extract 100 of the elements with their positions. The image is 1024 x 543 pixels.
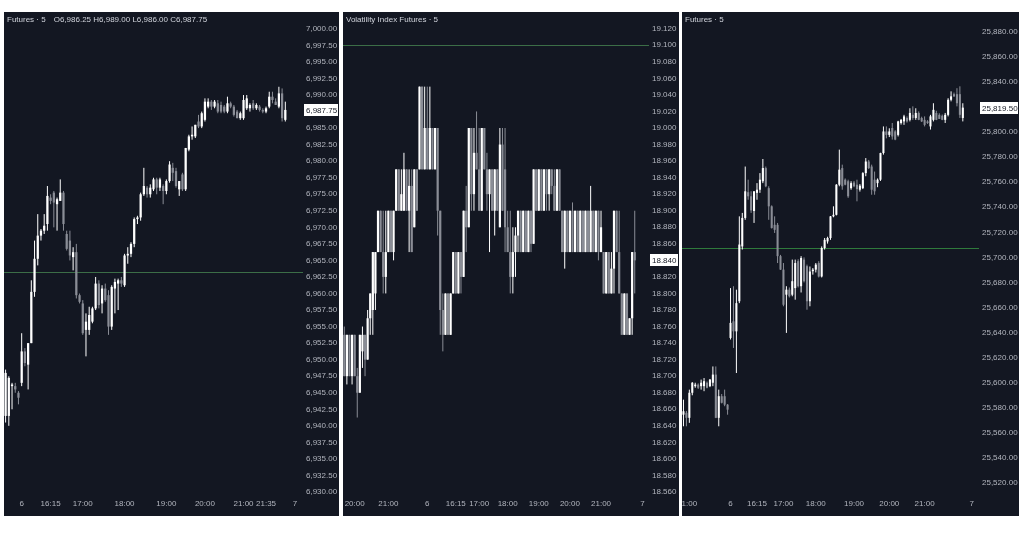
y-tick-label: 18.820 — [652, 272, 678, 282]
candlestick — [475, 110, 478, 170]
y-tick-label: 19.060 — [652, 73, 678, 83]
candlestick — [958, 85, 961, 119]
y-tick-label: 6,997.50 — [306, 40, 338, 50]
x-tick-label: 6 — [425, 499, 431, 508]
y-tick-label: 6,955.00 — [306, 321, 338, 331]
x-tick-label: 6 — [728, 499, 734, 508]
y-tick-label: 18.560 — [652, 487, 678, 497]
y-tick-label: 18.780 — [652, 305, 678, 315]
y-tick-label: 6,935.00 — [306, 454, 338, 464]
y-tick-label: 18.680 — [652, 387, 678, 397]
x-tick-label: 17:00 — [72, 499, 94, 508]
x-tick-label: 21:00 — [233, 499, 255, 508]
x-tick-label: 20:00 — [194, 499, 216, 508]
annotation: 6,987.75 — [306, 105, 338, 115]
x-tick-label: 19:00 — [528, 499, 550, 508]
y-tick-label: 6,965.00 — [306, 255, 338, 265]
y-tick-label: 6,945.00 — [306, 387, 338, 397]
x-tick-label: 7 — [969, 499, 975, 508]
y-tick-label: 18.860 — [652, 239, 678, 249]
y-tick-label: 18.960 — [652, 156, 678, 166]
x-tick-label: 19:00 — [156, 499, 177, 508]
candlestick — [72, 246, 75, 271]
y-tick-label: 6,942.50 — [306, 404, 338, 414]
y-tick-label: 18.580 — [652, 470, 678, 480]
x-tick-label: 21:00 — [914, 499, 936, 508]
y-tick-label: 25,720.00 — [982, 227, 1019, 237]
y-tick-label: 6,950.00 — [306, 354, 338, 364]
y-tick-label: 18.660 — [652, 404, 678, 414]
y-tick-label: 25,840.00 — [982, 77, 1019, 87]
candlestick — [847, 179, 850, 199]
y-tick-label: 25,660.00 — [982, 302, 1019, 312]
y-tick-label: 6,982.50 — [306, 139, 338, 149]
x-tick-label: 17:00 — [469, 499, 490, 508]
y-tick-label: 25,600.00 — [982, 377, 1019, 387]
y-tick-label: 6,957.50 — [306, 305, 338, 315]
y-tick-label: 18.880 — [652, 222, 678, 232]
y-tick-label: 18.940 — [652, 172, 678, 182]
y-tick-label: 6,992.50 — [306, 73, 338, 83]
y-tick-label: 7,000.00 — [306, 24, 338, 34]
candlestick — [162, 183, 165, 205]
candlestick — [284, 101, 287, 122]
candlestick — [791, 259, 794, 297]
candlestick — [26, 342, 30, 390]
y-tick-label: 19.040 — [652, 90, 678, 100]
y-tick-label: 18.640 — [652, 421, 678, 431]
x-tick-label: 17:00 — [773, 499, 795, 508]
y-tick-label: 18.900 — [652, 205, 678, 215]
x-tick-label: 21:00 — [378, 499, 399, 508]
y-tick-label: 19.120 — [652, 23, 678, 33]
y-tick-label: 25,880.00 — [982, 27, 1019, 36]
y-tick-label: 6,960.00 — [306, 288, 338, 298]
y-tick-label: 19.020 — [652, 106, 678, 116]
candlestick — [729, 287, 732, 340]
y-tick-label: 6,940.00 — [306, 421, 338, 431]
y-tick-label: 25,680.00 — [982, 277, 1019, 287]
y-tick-label: 25,520.00 — [982, 478, 1019, 488]
y-tick-label: 6,930.00 — [306, 487, 338, 497]
x-tick-label: 20:00 — [879, 499, 900, 508]
y-tick-label: 19.080 — [652, 57, 678, 67]
candlestick — [181, 172, 184, 192]
y-tick-label: 25,700.00 — [982, 252, 1019, 262]
y-tick-label: 6,995.00 — [306, 57, 338, 67]
y-tick-label: 25,800.00 — [982, 127, 1019, 137]
y-tick-label: 6,962.50 — [306, 272, 338, 282]
y-tick-label: 6,977.50 — [306, 172, 338, 182]
y-tick-label: 6,967.50 — [306, 239, 338, 249]
candlestick — [55, 197, 59, 232]
y-tick-label: 19.000 — [652, 123, 678, 133]
candlestick — [732, 285, 735, 349]
x-tick-label: 20:00 — [559, 499, 581, 508]
candlestick — [961, 102, 964, 122]
y-tick-label: 25,860.00 — [982, 52, 1019, 62]
candlestick — [870, 164, 873, 196]
y-tick-label: 6,990.00 — [306, 90, 338, 100]
y-tick-label: 19.100 — [652, 40, 678, 50]
y-tick-label: 25,560.00 — [982, 428, 1019, 438]
annotation: 18.840 — [652, 255, 678, 265]
x-tick-label: 6 — [19, 499, 25, 508]
y-tick-label: 6,972.50 — [306, 206, 338, 216]
y-tick-label: 18.700 — [652, 371, 678, 381]
y-tick-label: 6,947.50 — [306, 371, 338, 381]
y-tick-label: 6,932.50 — [306, 470, 338, 480]
y-tick-label: 18.720 — [652, 354, 678, 364]
y-tick-label: 18.600 — [652, 454, 678, 464]
chart-title: Futures · 5 — [685, 15, 725, 25]
x-tick-label: 18:00 — [805, 499, 827, 508]
y-tick-label: 25,760.00 — [982, 177, 1019, 187]
y-tick-label: 18.920 — [652, 189, 678, 199]
x-tick-label: 19:00 — [844, 499, 865, 508]
y-tick-label: 6,937.50 — [306, 437, 338, 447]
y-tick-label: 25,640.00 — [982, 327, 1019, 337]
y-tick-label: 6,985.00 — [306, 123, 338, 133]
y-tick-label: 18.980 — [652, 139, 678, 149]
chart-title: Futures · 5 — [7, 15, 47, 25]
x-tick-label: 18:00 — [497, 499, 519, 508]
x-tick-label: 21:00 — [591, 499, 612, 508]
annotation: 25,819.50 — [982, 103, 1019, 113]
x-tick-label: 20:00 — [344, 499, 366, 508]
